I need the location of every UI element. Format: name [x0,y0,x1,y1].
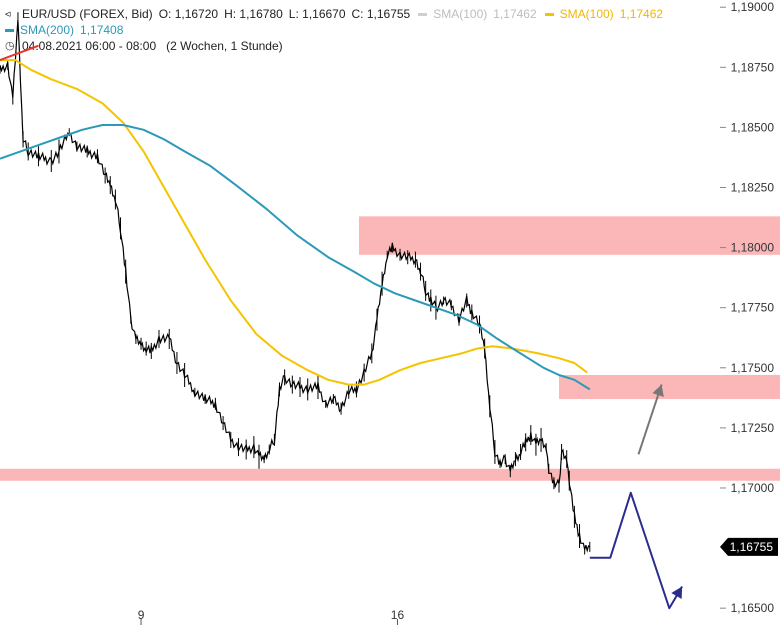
sma200-swatch [5,28,14,32]
sma200-label: SMA(200) [20,23,75,37]
trend-line-0 [0,44,39,62]
sma200-line [0,124,591,391]
sma100-swatch [544,12,554,16]
legend-row-date: ◷ 04.08.2021 06:00 - 08:00 (2 Wochen, 1 … [5,38,663,54]
arrow-annotation-1 [637,384,663,455]
arrow-annotation-2 [589,491,683,610]
sma100-label: SMA(100) [559,7,614,21]
y-axis: 1,19000 1,18750 1,18500 1,18250 1,18000 1,177… [720,0,774,615]
chart-legend: ⪦ EUR/USD (FOREX, Bid) O: 1,16720 H: 1,1… [5,6,663,54]
zone-1 [559,375,780,400]
sma100-value: 1,17462 [619,7,664,21]
zone-2 [0,468,780,481]
y-tick-label: 1,17500 [731,361,775,375]
y-tick-label: 1,18750 [731,60,775,74]
clock-icon: ◷ [5,40,15,52]
y-tick-label: 1,17000 [731,481,775,495]
series-layer [0,12,591,555]
y-tick-label: 1,17250 [731,421,775,435]
y-tick-label: 1,18250 [731,181,775,195]
y-tick-label: 1,16500 [731,601,775,615]
high-value: H: 1,16780 [224,7,283,21]
last-price-tag [720,537,778,556]
period-label: (2 Wochen, 1 Stunde) [166,39,283,53]
low-value: L: 1,16670 [288,7,346,21]
last-price-label: 1,16755 [730,540,774,554]
sma200-value: 1,17408 [80,23,124,37]
x-tick-label: 16 [391,608,405,622]
sma100-line [0,59,588,386]
sma100-grey-swatch [418,12,428,16]
y-tick-label: 1,18000 [731,241,775,255]
last-price-layer: 1,16755 [720,537,778,556]
zones-layer [0,216,780,481]
legend-row-sma200: SMA(200) 1,17408 [5,22,663,38]
sma100-grey-label: SMA(100) [433,7,488,21]
legend-row-symbol: ⪦ EUR/USD (FOREX, Bid) O: 1,16720 H: 1,1… [5,6,663,22]
y-tick-label: 1,19000 [731,0,775,14]
sma100-grey-value: 1,17462 [493,7,537,21]
chart-type-icon: ⪦ [5,8,12,20]
arrow-head-1 [652,384,664,397]
annotations-layer [0,44,683,610]
arrow-head-2 [671,586,683,600]
zone-0 [359,216,780,255]
y-tick-label: 1,18500 [731,120,775,134]
y-tick-label: 1,17750 [731,301,775,315]
date-range: 04.08.2021 06:00 - 08:00 [22,39,157,53]
price-line [0,20,591,553]
close-value: C: 1,16755 [351,7,411,21]
open-value: O: 1,16720 [158,7,219,21]
symbol-label: EUR/USD (FOREX, Bid) [22,7,153,21]
x-tick-label: 9 [138,608,145,622]
x-axis: 9 16 [138,608,405,625]
